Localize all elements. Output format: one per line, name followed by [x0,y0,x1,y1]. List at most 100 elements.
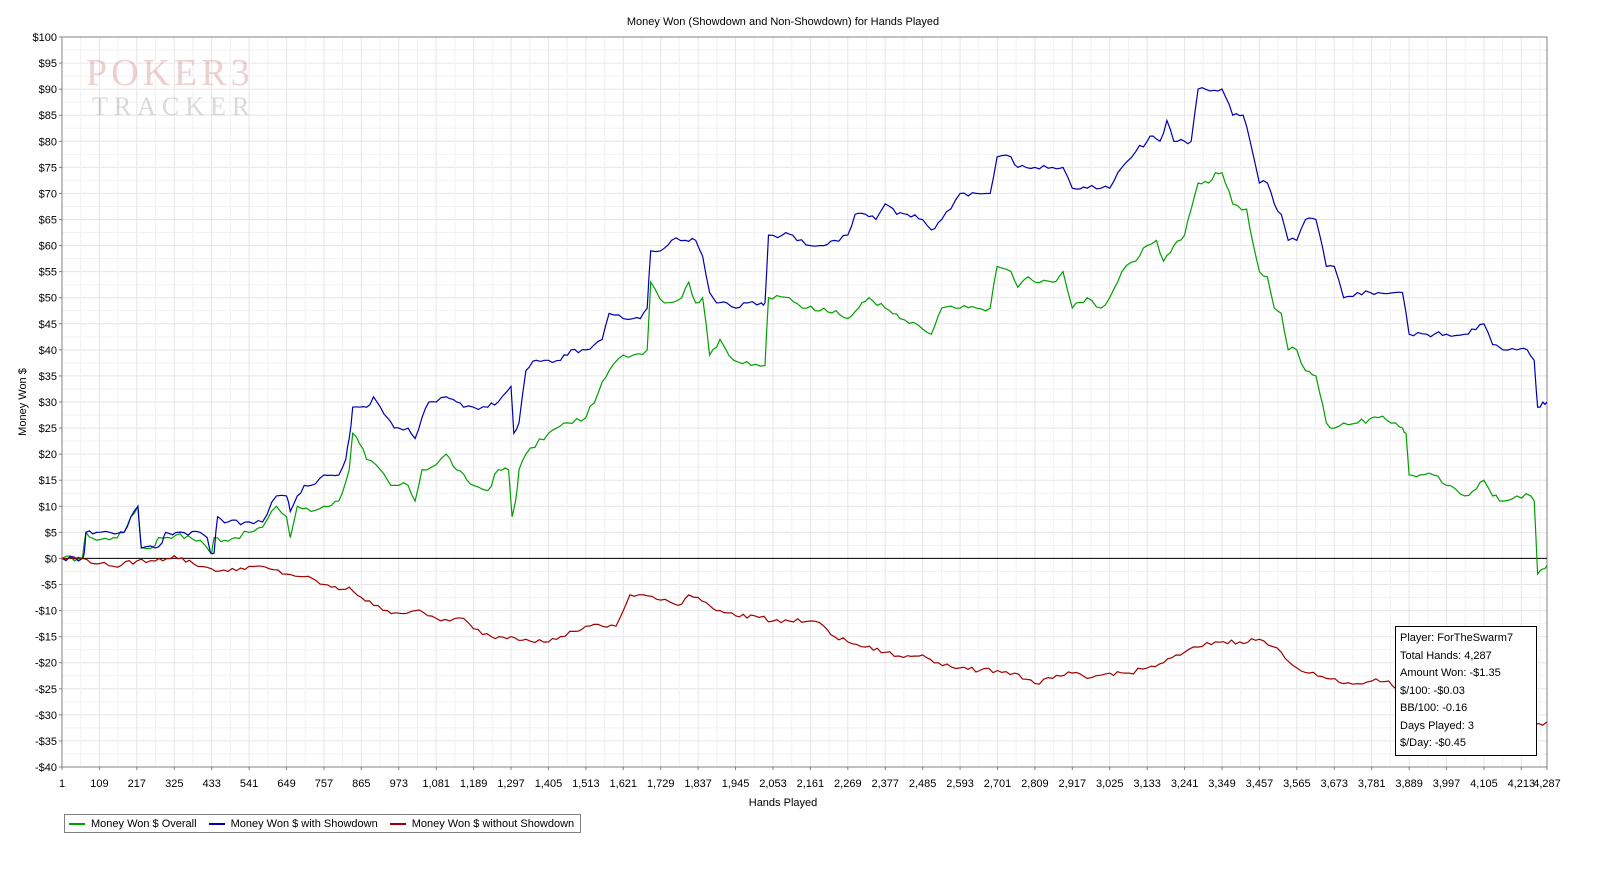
legend-item-non-showdown: Money Won $ without Showdown [389,817,575,830]
legend-swatch-non-showdown [389,822,406,825]
x-tick-label: 2,593 [946,778,974,790]
x-tick-label: 2,701 [984,778,1012,790]
x-tick-label: 109 [90,778,108,790]
legend-item-overall: Money Won $ Overall [69,818,197,830]
y-tick-label: -$15 [35,632,57,644]
y-tick-label: $55 [39,267,57,279]
y-tick-label: $15 [39,475,57,487]
x-tick-label: 1 [59,778,65,790]
series-line-showdown [61,87,1548,562]
x-tick-label: 2,485 [909,778,937,790]
legend-swatch-overall [69,822,85,825]
y-tick-label: $100 [33,32,57,44]
series-line-overall [61,171,1548,576]
series-line-non-showdown [61,555,1548,727]
stat-bb-100: BB/100: -0.16 [1400,702,1468,714]
x-tick-label: 2,269 [834,778,862,790]
stat-amount-won: Amount Won: -$1.35 [1400,667,1501,679]
x-tick-label: 541 [240,778,258,790]
legend-label-non-showdown: Money Won $ without Showdown [411,817,575,830]
x-tick-label: 3,349 [1208,778,1236,790]
x-tick-label: 1,405 [535,778,563,790]
x-tick-label: 3,025 [1096,778,1124,790]
x-tick-label: 4,213 [1508,778,1536,790]
y-tick-label: -$25 [35,684,57,696]
poker-tracker-watermark: POKER3 TRACKER [86,54,286,126]
legend-item-showdown: Money Won $ with Showdown [208,817,378,830]
legend: Money Won $ Overall Money Won $ with Sho… [64,814,582,833]
x-tick-label: 3,133 [1133,778,1161,790]
y-axis-label: Money Won $ [17,368,29,436]
y-tick-label: $40 [39,345,57,357]
y-tick-label: $0 [45,553,57,565]
x-tick-label: 1,945 [722,778,750,790]
x-tick-label: 757 [315,778,333,790]
legend-swatch-showdown [208,822,225,825]
watermark-top: POKER3 [86,52,254,94]
x-tick-label: 3,565 [1283,778,1311,790]
x-tick-label: 1,513 [572,778,600,790]
y-tick-label: $70 [39,188,57,200]
x-tick-label: 2,917 [1059,778,1087,790]
y-tick-label: $85 [39,110,57,122]
stat-player: Player: ForTheSwarm7 [1400,632,1514,644]
x-tick-label: 2,377 [871,778,899,790]
y-tick-label: $35 [39,371,57,383]
x-axis-label: Hands Played [749,797,818,809]
y-tick-label: $90 [39,84,57,96]
y-tick-label: $65 [39,215,57,227]
x-tick-label: 3,997 [1433,778,1461,790]
x-axis: 1 109 217 325 433 541 649 757 865 973 1,081 1,189 1,… [59,767,1561,790]
x-tick-label: 2,809 [1021,778,1049,790]
y-tick-label: $45 [39,319,57,331]
y-tick-label: $60 [39,241,57,253]
x-tick-label: 4,287 [1533,778,1561,790]
y-tick-label: $20 [39,449,57,461]
stat-per-100: $/100: -$0.03 [1400,684,1465,697]
y-tick-label: $5 [45,527,57,539]
x-tick-label: 865 [352,778,370,790]
y-tick-label: $10 [39,501,57,513]
y-tick-label: -$20 [35,658,57,670]
x-tick-label: 973 [390,778,408,790]
y-tick-label: $25 [39,423,57,435]
legend-label-showdown: Money Won $ with Showdown [230,817,378,830]
y-tick-label: -$40 [35,762,57,774]
x-tick-label: 1,189 [460,778,488,790]
x-tick-label: 325 [165,778,183,790]
watermark-bottom: TRACKER [92,92,256,121]
x-tick-label: 1,837 [684,778,712,790]
x-tick-label: 1,081 [422,778,450,790]
x-tick-label: 217 [128,778,146,790]
x-tick-label: 649 [277,778,295,790]
y-axis: $100 $95 $90 $85 $80 $75 $70 $65 $60 $55 $50 $45 $40… [33,32,62,774]
y-tick-label: -$5 [41,580,57,592]
x-tick-label: 3,889 [1395,778,1423,790]
x-tick-label: 4,105 [1470,778,1498,790]
stat-days-played: Days Played: 3 [1400,719,1474,732]
y-tick-label: $95 [39,58,57,70]
x-tick-label: 3,457 [1246,778,1274,790]
x-tick-label: 1,729 [647,778,675,790]
y-tick-label: -$10 [35,606,57,618]
x-tick-label: 2,161 [797,778,825,790]
series-group [61,87,1548,727]
grid [61,36,1548,768]
y-tick-label: $75 [39,162,57,174]
stat-per-day: $/Day: -$0.45 [1400,737,1467,749]
x-tick-label: 3,781 [1358,778,1386,790]
stats-box: Player: ForTheSwarm7 Total Hands: 4,287 … [1395,626,1537,756]
x-tick-label: 433 [202,778,220,790]
y-tick-label: -$35 [35,736,57,748]
stat-total-hands: Total Hands: 4,287 [1400,649,1492,662]
x-tick-label: 1,297 [497,778,525,790]
y-tick-label: $80 [39,136,57,148]
legend-label-overall: Money Won $ Overall [91,817,197,830]
x-tick-label: 3,673 [1320,778,1348,790]
chart-title: Money Won (Showdown and Non-Showdown) fo… [627,16,939,28]
y-tick-label: $50 [39,293,57,305]
x-tick-label: 2,053 [759,778,787,790]
x-tick-label: 1,621 [610,778,638,790]
y-tick-label: $30 [39,397,57,409]
